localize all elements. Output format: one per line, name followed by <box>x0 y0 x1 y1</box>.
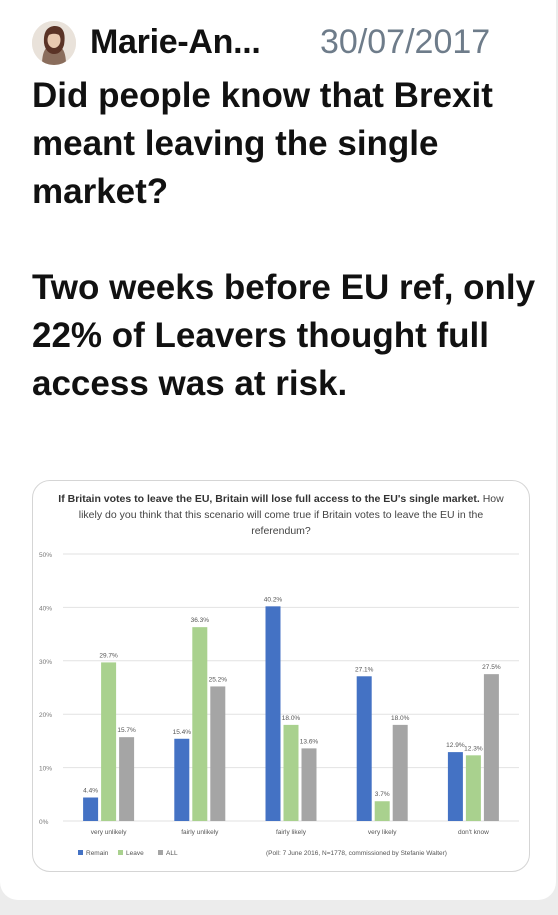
data-label: 27.1% <box>355 666 374 673</box>
data-label: 18.0% <box>391 715 410 722</box>
bar <box>210 686 226 821</box>
data-label: 3.7% <box>375 791 390 798</box>
data-label: 4.4% <box>83 788 98 795</box>
tweet-date[interactable]: 30/07/2017 <box>320 23 491 61</box>
x-tick-label: fairly likely <box>276 829 307 836</box>
x-tick-label: very likely <box>368 829 397 836</box>
profile-avatar-icon <box>32 21 76 65</box>
x-tick-label: don't know <box>458 829 489 836</box>
chart-source: (Poll: 7 June 2016, N=1778, commissioned… <box>266 850 447 857</box>
data-label: 12.3% <box>464 745 483 752</box>
tweet-paragraph: Did people know that Brexit meant leavin… <box>32 76 493 211</box>
chart-title: If Britain votes to leave the EU, Britai… <box>53 491 509 539</box>
bar <box>192 627 208 821</box>
data-label: 27.5% <box>482 664 501 671</box>
bar <box>119 737 135 821</box>
data-label: 18.0% <box>282 715 301 722</box>
bar <box>283 724 299 821</box>
bar <box>83 797 99 821</box>
data-label: 15.7% <box>117 727 136 734</box>
bar <box>483 674 499 821</box>
bar <box>265 606 281 821</box>
y-tick-label: 20% <box>39 712 52 719</box>
chart-title-rest: How likely do you think that this scenar… <box>78 493 504 537</box>
chart-image[interactable]: If Britain votes to leave the EU, Britai… <box>32 480 530 872</box>
data-label: 25.2% <box>209 676 228 683</box>
legend-label: ALL <box>166 850 178 857</box>
bar <box>447 752 463 821</box>
legend-swatch <box>118 850 123 855</box>
legend-swatch <box>78 850 83 855</box>
legend-swatch <box>158 850 163 855</box>
author-name[interactable]: Marie-An... <box>90 23 261 61</box>
avatar[interactable] <box>32 21 76 65</box>
data-label: 40.2% <box>264 596 283 603</box>
legend-label: Remain <box>86 850 109 857</box>
tweet-header: Marie-An... 30/07/2017 <box>32 14 532 70</box>
bar <box>465 755 481 821</box>
bar <box>392 724 408 821</box>
x-tick-label: very unlikely <box>91 829 128 836</box>
legend-label: Leave <box>126 850 144 857</box>
data-label: 12.9% <box>446 742 465 749</box>
tweet-paragraph: Two weeks before EU ref, only 22% of Lea… <box>32 268 536 403</box>
y-tick-label: 50% <box>39 552 52 559</box>
y-tick-label: 40% <box>39 605 52 612</box>
x-tick-label: fairly unlikely <box>181 829 219 836</box>
bar <box>356 676 372 821</box>
y-tick-label: 30% <box>39 659 52 666</box>
bar-chart: 0% 10% 20% 30% 40% 50% 4.4% 29.7% 15.7% very unli… <box>39 552 519 857</box>
data-label: 15.4% <box>173 729 192 736</box>
tweet-text: Did people know that Brexit meant leavin… <box>32 72 542 408</box>
data-label: 36.3% <box>191 617 210 624</box>
bar <box>174 738 190 821</box>
bar <box>374 801 390 821</box>
bar <box>301 748 317 821</box>
data-label: 13.6% <box>300 738 319 745</box>
chart-title-bold: If Britain votes to leave the EU, Britai… <box>58 493 480 505</box>
data-label: 29.7% <box>99 652 118 659</box>
y-tick-label: 0% <box>39 819 49 826</box>
bar <box>101 662 117 821</box>
y-tick-label: 10% <box>39 766 52 773</box>
